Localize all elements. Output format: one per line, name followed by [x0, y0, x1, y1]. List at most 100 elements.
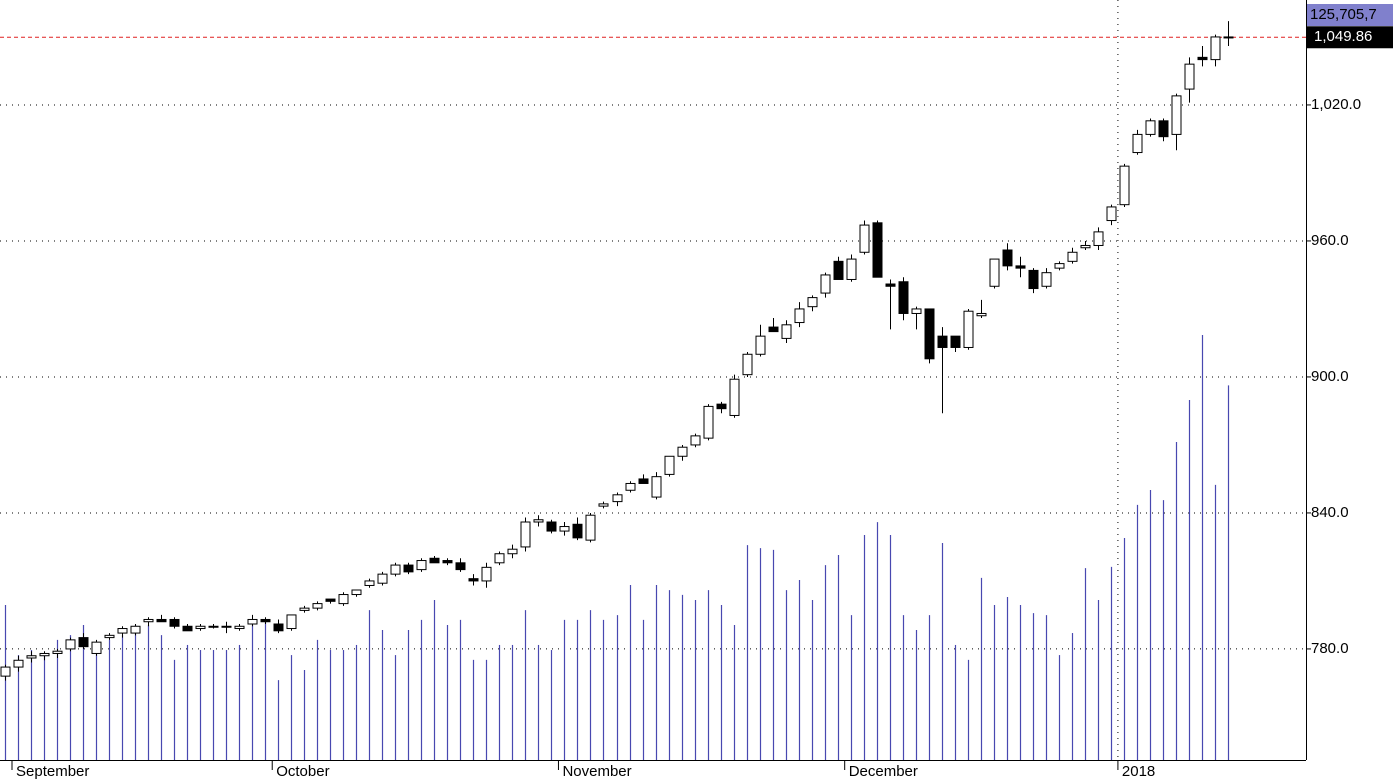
candle-body	[1197, 56, 1208, 61]
candle-body	[924, 308, 935, 360]
candle-body	[859, 224, 870, 253]
candle-body	[807, 297, 818, 308]
candle-body	[312, 603, 323, 609]
candle-body	[481, 566, 492, 582]
x-tick-label: September	[16, 763, 89, 780]
price-badge-label: 1,049.86	[1314, 28, 1372, 45]
candle-body	[729, 378, 740, 416]
candle-body	[403, 564, 414, 573]
candle-body	[846, 258, 857, 280]
candle-body	[1184, 63, 1195, 90]
candle-body	[572, 523, 583, 539]
candle-body	[130, 625, 141, 634]
candle-body	[872, 222, 883, 278]
candle-body	[273, 623, 284, 632]
candle-body	[768, 326, 779, 333]
candle-body	[585, 514, 596, 541]
candle-body	[546, 521, 557, 532]
candle-body	[781, 324, 792, 339]
candle-body	[416, 560, 427, 571]
candle-body	[1080, 244, 1091, 249]
x-tick-label: October	[276, 763, 329, 780]
candle-body	[377, 573, 388, 584]
candle-body	[625, 482, 636, 491]
candle-body	[937, 335, 948, 348]
candle-body	[1028, 269, 1039, 290]
candle-body	[1054, 263, 1065, 269]
y-tick-label: 1,020.0	[1311, 96, 1361, 113]
candle-body	[1119, 165, 1130, 206]
candle-body	[1223, 36, 1234, 39]
candle-body	[208, 625, 219, 628]
candle-body	[117, 628, 128, 634]
candle-body	[989, 258, 1000, 287]
candle-body	[507, 548, 518, 555]
candle-body	[1015, 265, 1026, 269]
x-tick-label: November	[562, 763, 631, 780]
candle-body	[716, 403, 727, 410]
candle-body	[221, 625, 232, 628]
candle-body	[1210, 36, 1221, 61]
candle-body	[794, 308, 805, 324]
candle-body	[182, 625, 193, 632]
candle-body	[976, 312, 987, 317]
candle-body	[442, 560, 453, 564]
candle-body	[1002, 249, 1013, 267]
candle-body	[39, 652, 50, 657]
candle-body	[520, 521, 531, 548]
candle-body	[390, 564, 401, 575]
candle-body	[677, 446, 688, 457]
y-tick-label: 780.0	[1311, 640, 1349, 657]
candle-body	[91, 641, 102, 654]
candle-body	[963, 310, 974, 348]
candle-body	[247, 618, 258, 625]
candle-body	[664, 455, 675, 475]
candle-body	[755, 335, 766, 355]
candle-body	[1145, 120, 1156, 135]
candle-body	[299, 607, 310, 611]
candle-body	[559, 526, 570, 532]
candle-body	[1171, 95, 1182, 135]
candle-body	[742, 353, 753, 376]
candle-body	[338, 594, 349, 605]
candle-body	[286, 614, 297, 630]
volume-badge-label: 125,705,7	[1310, 6, 1377, 23]
candle-body	[833, 260, 844, 280]
candle-body	[1106, 206, 1117, 222]
price-badge	[1307, 26, 1393, 49]
candle-body	[703, 405, 714, 439]
candle-body	[468, 578, 479, 582]
candle-body	[1067, 251, 1078, 262]
candle-body	[0, 666, 11, 677]
candle-body	[494, 553, 505, 564]
candle-body	[1132, 133, 1143, 154]
candle-body	[612, 494, 623, 503]
candle-body	[234, 625, 245, 630]
candle-body	[651, 476, 662, 498]
candle-body	[26, 655, 37, 659]
candle-body	[1093, 231, 1104, 246]
candle-body	[690, 435, 701, 446]
y-tick-label: 900.0	[1311, 368, 1349, 385]
candle-body	[898, 281, 909, 314]
candle-body	[195, 625, 206, 630]
candle-body	[1041, 272, 1052, 287]
x-tick-label: 2018	[1122, 763, 1155, 780]
candle-body	[1158, 120, 1169, 138]
candle-body	[260, 618, 271, 623]
candle-body	[52, 650, 63, 654]
candle-body	[65, 639, 76, 650]
candle-body	[533, 519, 544, 523]
candle-body	[78, 637, 89, 648]
volume-badge	[1307, 4, 1393, 26]
y-tick-label: 840.0	[1311, 504, 1349, 521]
candle-body	[638, 478, 649, 484]
candle-body	[169, 618, 180, 627]
candle-body	[820, 274, 831, 294]
candle-body	[911, 308, 922, 314]
candle-body	[598, 503, 609, 507]
candle-body	[156, 618, 167, 623]
candle-body	[950, 335, 961, 348]
